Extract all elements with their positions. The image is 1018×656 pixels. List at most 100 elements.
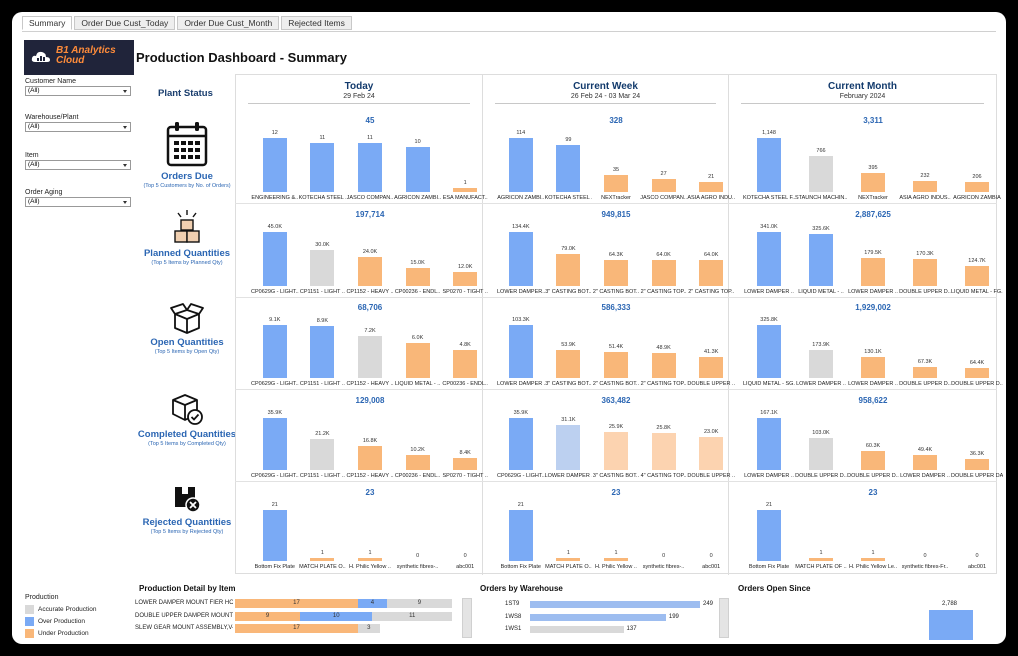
category-label: LOWER DAMPER .. — [900, 473, 950, 479]
column-current-week: Current Week 26 Feb 24 - 03 Mar 24 — [482, 75, 728, 575]
plant-status-heading: Plant Status — [158, 88, 213, 99]
column-title: Current Week — [573, 81, 638, 92]
item-select[interactable]: (All) — [25, 160, 131, 170]
category-label: LOWER DAMPER .. — [744, 473, 794, 479]
row-subtitle: (Top 5 Items by Planned Qty) — [151, 260, 223, 266]
tab-rejected-items[interactable]: Rejected Items — [281, 16, 352, 30]
bar — [604, 432, 628, 470]
bar — [861, 558, 885, 561]
value-label: 21 — [708, 174, 715, 181]
category-label: LOWER DAMPER .. — [848, 289, 898, 295]
bar — [358, 257, 382, 286]
bar-chart-4-2: 23 21 Bottom Fix Plate 1 MATCH PLATE OF .. 1 H… — [739, 488, 1006, 573]
row-subtitle: (Top 5 Items by Completed Qty) — [148, 441, 226, 447]
tab-summary[interactable]: Summary — [22, 16, 73, 30]
value-label: 51.4K — [608, 343, 624, 350]
bar — [556, 350, 581, 378]
category-label: LOWER DAMPER .. — [497, 381, 545, 387]
open-since-bar — [929, 610, 973, 640]
value-label: 30.0K — [315, 242, 330, 248]
filter-label: Order Aging — [25, 189, 63, 196]
bar-chart-3-1: 363,482 35.9K CP0629G - LIGHT.. 31.1K LOWER … — [493, 396, 739, 482]
category-label: Bottom Fix Plate — [748, 564, 790, 570]
category-label: CP1152 - HEAVY .. — [346, 381, 394, 387]
warehouse-scrollbar[interactable] — [719, 598, 729, 638]
row-label-completed-quantities: Completed Quantities (Top 5 Items by Com… — [127, 392, 247, 447]
customer-name-select[interactable]: (All) — [25, 86, 131, 96]
tab-order-due-cust-today[interactable]: Order Due Cust_Today — [74, 16, 176, 30]
bar — [861, 257, 885, 286]
value-label: 64.0K — [656, 252, 671, 259]
bar — [508, 232, 533, 286]
bar — [757, 510, 781, 561]
orders-open-since-title: Orders Open Since — [738, 584, 811, 593]
category-label: LOWER DAMPER .. — [848, 381, 898, 387]
value-label: 11 — [367, 134, 373, 141]
value-label: 130.1K — [864, 348, 882, 355]
column-today: Today 29 Feb 24 — [236, 75, 482, 575]
category-label: AGRICON ZAMBI.. — [394, 195, 442, 201]
bar — [604, 175, 628, 192]
category-label: CP1151 - LIGHT .. — [299, 381, 345, 387]
bar — [262, 418, 287, 470]
filter-customer-name: Customer Name (All) — [25, 78, 131, 96]
category-label: CP1151 - LIGHT .. — [299, 289, 345, 295]
bar — [965, 266, 989, 286]
column-title: Current Month — [828, 81, 897, 92]
order-aging-select[interactable]: (All) — [25, 197, 131, 207]
box-reject-icon — [175, 487, 201, 513]
category-label: DOUBLE UPPER .. — [687, 381, 735, 387]
value-label: 103.3K — [512, 317, 530, 323]
category-label: LOWER DAMPER .. — [544, 473, 593, 479]
chart-total: 23 — [365, 488, 375, 497]
bar — [453, 457, 478, 470]
boxes-stack-icon — [174, 210, 200, 243]
category-label: synthetic fibres-.. — [396, 564, 439, 570]
row-title: Open Quantities — [150, 337, 224, 348]
production-detail-scrollbar[interactable] — [462, 598, 472, 638]
bar-chart-4-1: 23 21 Bottom Fix Plate 1 MATCH PLATE O.. 1 H. … — [493, 488, 739, 573]
row-label-planned-quantities: Planned Quantities (Top 5 Items by Plann… — [127, 209, 247, 266]
dashboard-frame: Summary Order Due Cust_Today Order Due C… — [12, 12, 1006, 644]
tab-order-due-cust-month[interactable]: Order Due Cust_Month — [177, 16, 280, 30]
stack-segment: 11 — [372, 611, 452, 621]
category-label: abc001 — [967, 564, 987, 570]
column-date: 26 Feb 24 - 03 Mar 24 — [570, 93, 641, 100]
logo-line1: B1 Analytics — [56, 45, 116, 56]
column-date: 29 Feb 24 — [343, 93, 375, 100]
warehouse-plant-select[interactable]: (All) — [25, 122, 131, 132]
warehouse-value: 249 — [703, 601, 714, 607]
legend-item-over[interactable]: Over Production — [25, 615, 97, 627]
category-label: Bottom Fix Plate — [500, 564, 541, 570]
production-detail-row: DOUBLE UPPER DAMPER MOUNT .. 9 10 11 — [135, 611, 455, 621]
value-label: 64.0K — [704, 252, 719, 259]
value-label: 21 — [271, 502, 278, 508]
value-label: 21 — [765, 502, 773, 508]
bar — [508, 325, 533, 378]
category-label: abc001 — [702, 564, 721, 570]
bar — [405, 343, 430, 378]
bar — [508, 138, 533, 192]
value-label: 60.3K — [865, 443, 881, 450]
warehouse-bar — [530, 613, 666, 621]
legend-item-under[interactable]: Under Production — [25, 627, 97, 639]
value-label: 232 — [920, 173, 930, 180]
page-title: Production Dashboard - Summary — [136, 50, 347, 65]
legend-item-accurate[interactable]: Accurate Production — [25, 603, 97, 615]
value-label: 124.7K — [968, 258, 986, 265]
category-label: Bottom Fix Plate — [254, 564, 295, 570]
calendar-icon — [166, 122, 208, 167]
category-label: DOUBLE UPPER .. — [687, 473, 735, 479]
bar — [651, 432, 676, 470]
stack-segment: 9 — [386, 599, 452, 608]
bar — [453, 271, 478, 286]
chart-total: 1,929,002 — [855, 303, 891, 312]
value-label: 12 — [271, 130, 278, 136]
value-label: 53.9K — [561, 342, 576, 349]
category-label: DOUBLE UPPER DA.. — [951, 473, 1003, 479]
chart-total: 3,311 — [863, 116, 883, 125]
category-label: LIQUID METAL - SG.. — [743, 381, 795, 387]
bar — [453, 350, 478, 378]
category-label: KOTECHA STEEL F.. — [743, 195, 795, 201]
value-label: 4.8K — [459, 342, 471, 349]
